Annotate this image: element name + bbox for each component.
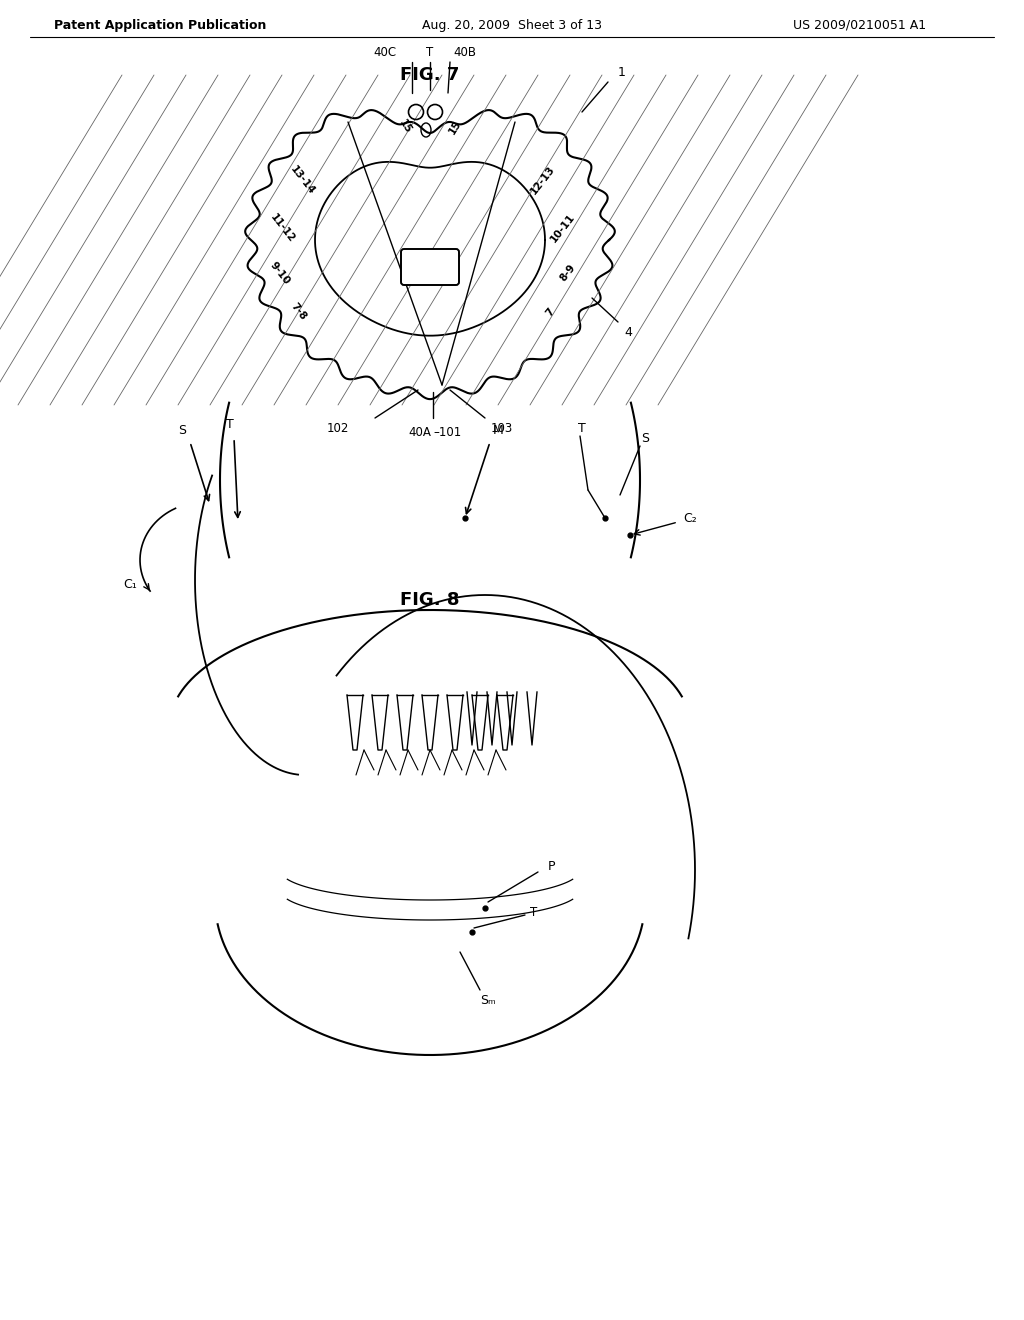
Text: 12-13: 12-13	[528, 164, 557, 197]
Text: C₂: C₂	[683, 511, 696, 524]
Text: 40A: 40A	[409, 425, 431, 438]
Text: FIG. 8: FIG. 8	[400, 591, 460, 609]
Text: –101: –101	[434, 425, 462, 438]
Text: 7-8: 7-8	[288, 301, 308, 322]
Text: Aug. 20, 2009  Sheet 3 of 13: Aug. 20, 2009 Sheet 3 of 13	[422, 18, 602, 32]
Text: S: S	[641, 432, 649, 445]
Text: P: P	[548, 859, 555, 873]
Text: C₁: C₁	[123, 578, 137, 591]
Text: US 2009/0210051 A1: US 2009/0210051 A1	[794, 18, 927, 32]
Text: 11-12: 11-12	[268, 211, 296, 244]
Text: T: T	[226, 418, 233, 432]
Text: 7: 7	[544, 306, 556, 318]
Text: 9-10: 9-10	[268, 260, 292, 286]
Text: 8-9: 8-9	[558, 263, 578, 284]
Text: T: T	[426, 45, 433, 58]
Text: 40B: 40B	[454, 45, 476, 58]
Text: 1: 1	[618, 66, 626, 78]
Text: S: S	[178, 424, 186, 437]
Text: M: M	[493, 424, 504, 437]
Text: 40C: 40C	[374, 45, 396, 58]
Text: Sₘ: Sₘ	[480, 994, 496, 1006]
Text: T: T	[530, 906, 538, 919]
Text: 103: 103	[490, 421, 513, 434]
Text: 4: 4	[624, 326, 632, 338]
Text: Patent Application Publication: Patent Application Publication	[54, 18, 266, 32]
FancyBboxPatch shape	[401, 249, 459, 285]
Text: 13-14: 13-14	[288, 164, 316, 197]
Text: 102: 102	[327, 421, 349, 434]
Text: 15: 15	[446, 119, 463, 136]
Text: 10-11: 10-11	[549, 211, 578, 244]
Text: 15: 15	[397, 119, 413, 136]
Text: FIG. 7: FIG. 7	[400, 66, 460, 84]
Text: T: T	[579, 421, 586, 434]
